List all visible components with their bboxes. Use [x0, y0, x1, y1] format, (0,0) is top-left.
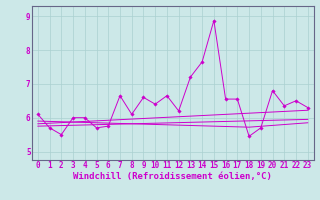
X-axis label: Windchill (Refroidissement éolien,°C): Windchill (Refroidissement éolien,°C): [73, 172, 272, 181]
